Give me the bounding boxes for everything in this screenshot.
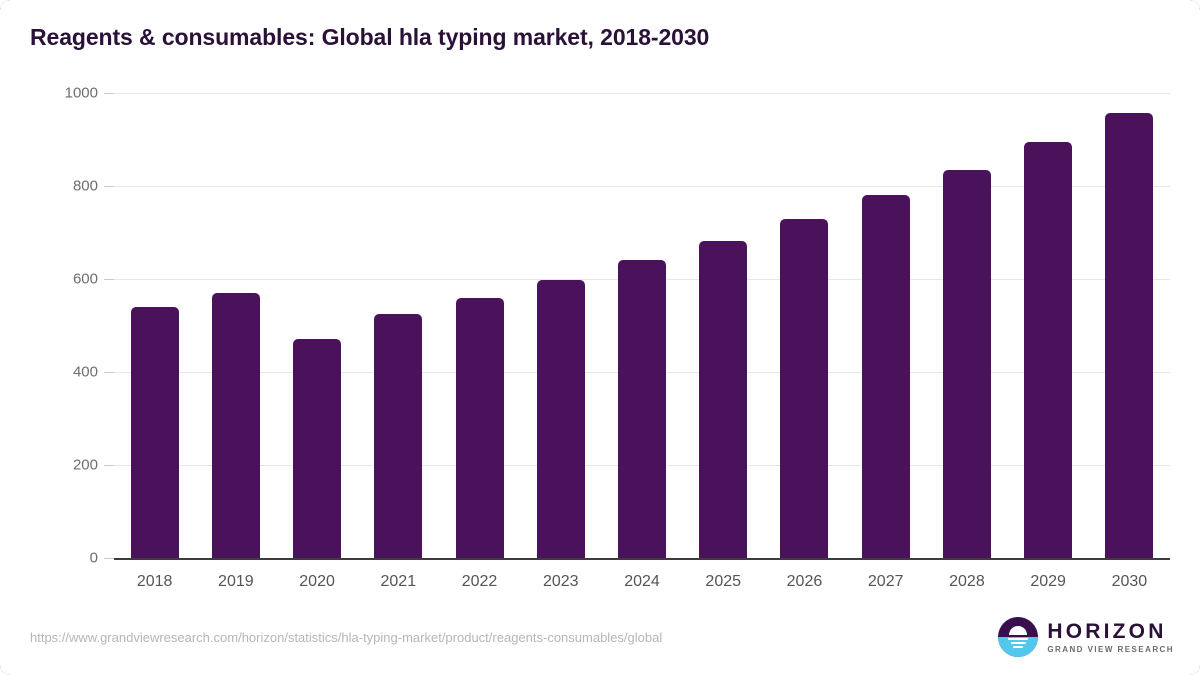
x-tick-label-2018: 2018	[136, 573, 173, 590]
bar-2029[interactable]	[1024, 141, 1073, 558]
plot-area	[114, 93, 1170, 558]
x-tick-label-2027: 2027	[867, 573, 904, 590]
bar-2023[interactable]	[536, 279, 585, 558]
y-tick-mark	[104, 558, 114, 559]
bar-2020[interactable]	[293, 339, 342, 558]
logo-wordmark: HORIZON	[1047, 619, 1167, 643]
source-url[interactable]: https://www.grandviewresearch.com/horizo…	[30, 630, 663, 645]
x-tick-label-2029: 2029	[1030, 573, 1066, 590]
x-tick-label-2024: 2024	[624, 573, 660, 590]
bar-2028[interactable]	[942, 169, 991, 558]
y-tick-label: 600	[72, 270, 98, 288]
bar-2022[interactable]	[455, 297, 504, 558]
x-tick-label-2021: 2021	[380, 573, 417, 590]
x-tick-label-2022: 2022	[461, 573, 498, 590]
y-tick-label: 1000	[64, 84, 98, 102]
y-tick-label: 800	[72, 177, 98, 195]
x-tick-label-2025: 2025	[705, 573, 742, 590]
x-tick-label-2023: 2023	[542, 573, 579, 590]
gridline	[114, 186, 1170, 187]
bar-2021[interactable]	[374, 313, 423, 558]
x-tick-label-2026: 2026	[786, 573, 823, 590]
y-tick-mark	[104, 93, 114, 94]
y-tick-label: 200	[72, 456, 98, 474]
y-tick-mark	[104, 186, 114, 187]
x-tick-label-2028: 2028	[949, 573, 985, 590]
bar-2030[interactable]	[1105, 112, 1154, 558]
x-axis-line	[114, 558, 1170, 560]
y-tick-mark	[104, 372, 114, 373]
y-tick-label: 400	[72, 363, 98, 381]
bar-2024[interactable]	[618, 260, 666, 558]
gridline	[114, 93, 1170, 94]
bar-2018[interactable]	[130, 306, 179, 558]
bar-2019[interactable]	[211, 292, 260, 558]
x-tick-label-2030: 2030	[1111, 573, 1148, 590]
bar-2027[interactable]	[861, 195, 910, 558]
x-tick-label-2020: 2020	[299, 573, 335, 590]
horizon-logo[interactable]: HORIZON GRAND VIEW RESEARCH	[998, 617, 1174, 657]
page-title: Reagents & consumables: Global hla typin…	[30, 24, 710, 50]
y-tick-label: 0	[89, 549, 98, 567]
x-tick-label-2019: 2019	[218, 573, 254, 590]
y-tick-mark	[104, 465, 114, 466]
logo-text: HORIZON GRAND VIEW RESEARCH	[1047, 621, 1174, 654]
bar-2026[interactable]	[780, 218, 829, 558]
y-tick-mark	[104, 279, 114, 280]
bar-2025[interactable]	[699, 240, 748, 558]
horizon-mark-icon	[998, 617, 1039, 657]
logo-tagline: GRAND VIEW RESEARCH	[1047, 644, 1174, 654]
